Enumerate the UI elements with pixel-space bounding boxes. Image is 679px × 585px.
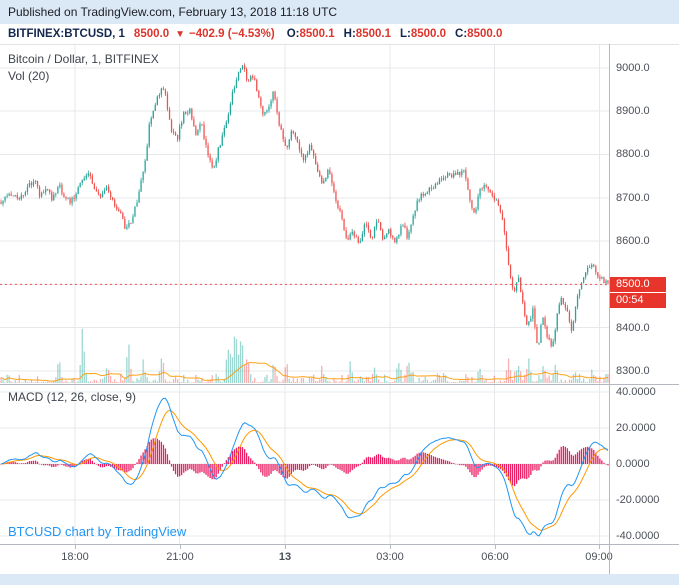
time-axis-label: 09:00 <box>585 551 613 563</box>
macd-grid <box>0 385 609 544</box>
ohlc-item: H:8500.1 <box>344 28 391 40</box>
time-tick <box>599 545 600 549</box>
macd-axis-label: -20.0000 <box>616 494 660 506</box>
macd-axis-label: -40.0000 <box>616 530 660 542</box>
ohlc-item: C:8500.0 <box>455 28 502 40</box>
main-grid <box>0 44 609 384</box>
time-axis[interactable]: 18:00 21:00 13 03:00 06:00 09:00 <box>0 545 613 574</box>
symbol-bar: BITFINEX:BTCUSD, 1 8500.0 ▼ −402.9 (−4.53%)… <box>0 24 679 44</box>
published-banner: Published on TradingView.com, February 1… <box>0 0 679 24</box>
price-axis-label: 8700.0 <box>616 192 650 204</box>
macd-canvas[interactable] <box>0 385 609 544</box>
macd-histogram <box>0 438 609 486</box>
last-price-tag: 8500.0 <box>610 277 666 292</box>
time-axis-label: 03:00 <box>376 551 404 563</box>
time-tick <box>180 545 181 549</box>
published-text: Published on TradingView.com, February 1… <box>8 5 338 19</box>
ohlc-value: 8500.1 <box>299 28 335 40</box>
main-chart-canvas[interactable] <box>0 44 609 384</box>
ohlc-value: 8500.0 <box>410 28 447 40</box>
macd-axis-label: 40.0000 <box>616 386 656 398</box>
ohlc-values: O:8500.1 H:8500.1 L:8500.0 C:8500.0 <box>287 28 512 40</box>
volume-ma-line <box>0 361 609 382</box>
time-axis-label: 18:00 <box>61 551 89 563</box>
macd-legend: MACD (12, 26, close, 9) <box>8 390 137 404</box>
symbol-name: BITFINEX:BTCUSD, 1 <box>8 28 125 40</box>
ohlc-item: L:8500.0 <box>400 28 446 40</box>
ohlc-label: H: <box>343 28 356 40</box>
macd-line <box>0 397 609 537</box>
price-axis-label: 8300.0 <box>616 365 650 377</box>
tradingview-attribution-link[interactable]: BTCUSD chart by TradingView <box>8 524 187 539</box>
price-axis-label: 8800.0 <box>616 148 650 160</box>
price-axis[interactable]: 8500.0 00:54 9000.0 8900.0 8800.0 8700.0 860… <box>610 44 679 574</box>
ohlc-label: O: <box>286 28 300 40</box>
time-axis-label: 06:00 <box>481 551 509 563</box>
time-axis-label: 21:00 <box>166 551 194 563</box>
axis-divider <box>609 44 610 574</box>
ohlc-value: 8500.1 <box>355 28 391 40</box>
price-axis-label: 8600.0 <box>616 235 650 247</box>
ohlc-label: L: <box>399 28 411 40</box>
time-axis-label: 13 <box>278 551 292 563</box>
ohlc-value: 8500.0 <box>467 28 503 40</box>
time-tick <box>390 545 391 549</box>
time-tick <box>75 545 76 549</box>
macd-axis-label: 20.0000 <box>616 422 656 434</box>
macd-axis-label: 0.0000 <box>616 458 650 470</box>
volume-bars <box>0 328 609 383</box>
pane-divider <box>0 384 679 385</box>
price-axis-label: 9000.0 <box>616 62 650 74</box>
time-axis-divider <box>0 544 679 545</box>
time-tick <box>495 545 496 549</box>
ohlc-label: C: <box>455 28 468 40</box>
macd-signal-line <box>0 409 609 531</box>
price-axis-label: 8400.0 <box>616 322 650 334</box>
last-price: 8500.0 <box>133 28 170 40</box>
price-change: −402.9 (−4.53%) <box>189 28 275 40</box>
candles <box>0 63 609 348</box>
countdown-tag: 00:54 <box>610 293 666 308</box>
down-arrow-icon: ▼ <box>175 29 186 40</box>
chart-top-divider <box>0 44 679 45</box>
chart-legend-title: Bitcoin / Dollar, 1, BITFINEX <box>8 52 159 66</box>
footer-strip <box>0 574 679 585</box>
price-axis-label: 8900.0 <box>616 105 650 117</box>
ohlc-item: O:8500.1 <box>287 28 335 40</box>
volume-legend: Vol (20) <box>8 69 50 83</box>
time-tick <box>285 545 286 549</box>
